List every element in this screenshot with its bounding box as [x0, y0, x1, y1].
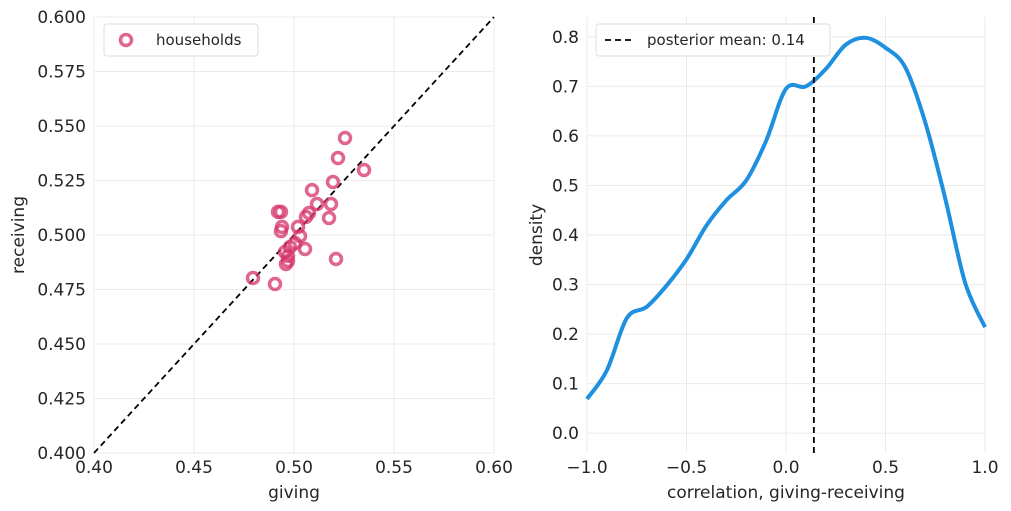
legend: posterior mean: 0.14 — [595, 23, 831, 57]
point — [297, 241, 313, 257]
y-tick-label: 0.3 — [552, 276, 579, 296]
density-line — [585, 35, 987, 401]
point — [309, 196, 325, 212]
y-tick-label: 0.6 — [552, 127, 579, 147]
legend-marker — [118, 32, 134, 48]
y-tick-label: 0.500 — [37, 226, 86, 246]
y-tick-label: 0.550 — [37, 117, 86, 137]
legend-label: posterior mean: 0.14 — [647, 31, 805, 49]
point — [273, 204, 289, 220]
x-axis-label: giving — [268, 483, 320, 503]
point — [298, 209, 314, 225]
y-tick-label: 0.450 — [37, 335, 86, 355]
legend-label: households — [156, 31, 242, 49]
y-tick-label: 0.4 — [552, 226, 579, 246]
y-tick-label: 0.475 — [37, 281, 86, 301]
y-axis-label: receiving — [9, 196, 29, 274]
legend-box — [103, 23, 259, 57]
x-tick-label: 1.0 — [971, 458, 998, 478]
point — [337, 130, 353, 146]
point — [330, 150, 346, 166]
y-tick-label: 0.7 — [552, 77, 579, 97]
x-tick-label: 0.45 — [175, 458, 213, 478]
point — [280, 248, 296, 264]
y-tick-label: 0.1 — [552, 375, 579, 395]
y-tick-label: 0.425 — [37, 390, 86, 410]
y-axis-label: density — [527, 204, 547, 266]
x-tick-label: 0.60 — [475, 458, 513, 478]
x-tick-label: 0.5 — [872, 458, 899, 478]
point — [273, 223, 289, 239]
legend-box — [595, 23, 831, 57]
point — [245, 270, 261, 286]
y-tick-label: 0.525 — [37, 172, 86, 192]
point — [323, 196, 339, 212]
legend: households — [103, 23, 259, 57]
x-axis-label: correlation, giving-receiving — [667, 483, 905, 503]
point — [278, 256, 294, 272]
point — [304, 182, 320, 198]
point — [328, 251, 344, 267]
y-tick-label: 0.8 — [552, 28, 579, 48]
point — [267, 276, 283, 292]
point — [321, 210, 337, 226]
y-tick-label: 0.575 — [37, 63, 86, 83]
x-tick-label: −1.0 — [566, 458, 607, 478]
x-tick-label: 0.50 — [275, 458, 313, 478]
x-tick-label: 0.40 — [75, 458, 113, 478]
x-tick-label: 0.0 — [772, 458, 799, 478]
point — [356, 162, 372, 178]
y-tick-label: 0.400 — [37, 444, 86, 464]
x-tick-label: −0.5 — [666, 458, 707, 478]
y-tick-label: 0.600 — [37, 8, 86, 28]
y-tick-label: 0.0 — [552, 424, 579, 444]
y-tick-label: 0.5 — [552, 176, 579, 196]
point — [325, 174, 341, 190]
y-tick-label: 0.2 — [552, 325, 579, 345]
x-tick-label: 0.55 — [375, 458, 413, 478]
